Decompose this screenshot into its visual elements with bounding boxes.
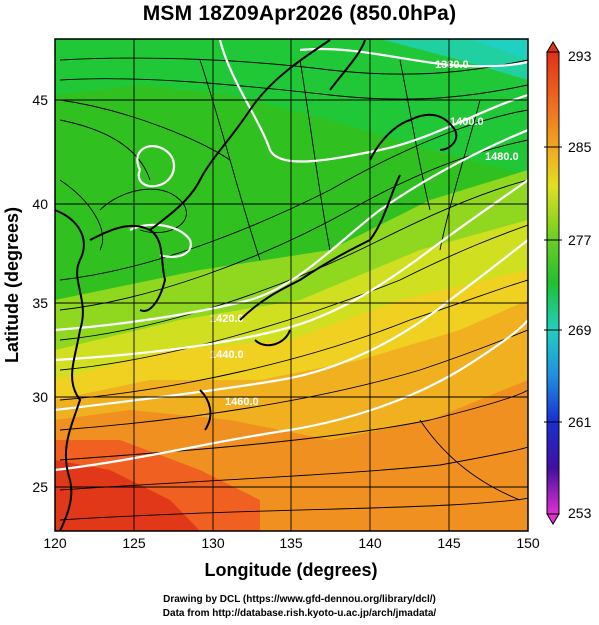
colorbar-label: 293 bbox=[568, 48, 592, 64]
x-axis-title: Longitude (degrees) bbox=[204, 560, 377, 580]
colorbar-label: 261 bbox=[568, 414, 592, 430]
wind-streamlines bbox=[59, 57, 528, 521]
height-contours bbox=[55, 39, 528, 472]
x-tick-label: 125 bbox=[122, 535, 146, 551]
y-tick-label: 40 bbox=[32, 196, 48, 212]
colorbar-label: 277 bbox=[568, 232, 592, 248]
colorbar-label: 269 bbox=[568, 322, 592, 338]
chart-title: MSM 18Z09Apr2026 (850.0hPa) bbox=[142, 2, 457, 25]
y-tick-label: 25 bbox=[32, 479, 48, 495]
contour-label-1420: 1420.0 bbox=[210, 313, 244, 325]
y-tick-label: 35 bbox=[32, 295, 48, 311]
credit-data-source: Data from http://database.rish.kyoto-u.a… bbox=[162, 608, 437, 619]
colorbar-top-arrow bbox=[546, 41, 560, 53]
x-tick-label: 135 bbox=[279, 535, 303, 551]
plot-frame bbox=[54, 38, 529, 532]
colorbar-scale bbox=[546, 51, 560, 515]
y-axis-title: Latitude (degrees) bbox=[2, 207, 22, 363]
contour-label-1400: 1400.0 bbox=[450, 116, 484, 128]
x-tick-label: 120 bbox=[43, 535, 67, 551]
y-axis: 25 30 35 40 45 bbox=[32, 92, 48, 495]
contour-label-1480: 1480.0 bbox=[485, 151, 519, 163]
y-tick-label: 45 bbox=[32, 92, 48, 108]
contour-label-1380: 1380.0 bbox=[435, 59, 469, 71]
colorbar-label: 285 bbox=[568, 139, 592, 155]
x-tick-label: 140 bbox=[358, 535, 382, 551]
y-tick-label: 30 bbox=[32, 389, 48, 405]
contour-label-1440: 1440.0 bbox=[210, 349, 244, 361]
x-tick-label: 150 bbox=[516, 535, 540, 551]
colorbar-bottom-arrow bbox=[546, 513, 560, 525]
x-tick-label: 145 bbox=[437, 535, 461, 551]
x-tick-label: 130 bbox=[201, 535, 225, 551]
contour-labels: 1380.0 1400.0 1420.0 1440.0 1460.0 1480.… bbox=[210, 59, 519, 408]
gridlines bbox=[55, 39, 528, 531]
contour-label-1460: 1460.0 bbox=[225, 396, 259, 408]
credit-drawing: Drawing by DCL (https://www.gfd-dennou.o… bbox=[163, 594, 436, 605]
colorbar: 293 285 277 269 261 253 bbox=[544, 41, 592, 525]
colorbar-label: 253 bbox=[568, 505, 592, 521]
x-axis: 120 125 130 135 140 145 150 Longitude (d… bbox=[43, 535, 540, 580]
